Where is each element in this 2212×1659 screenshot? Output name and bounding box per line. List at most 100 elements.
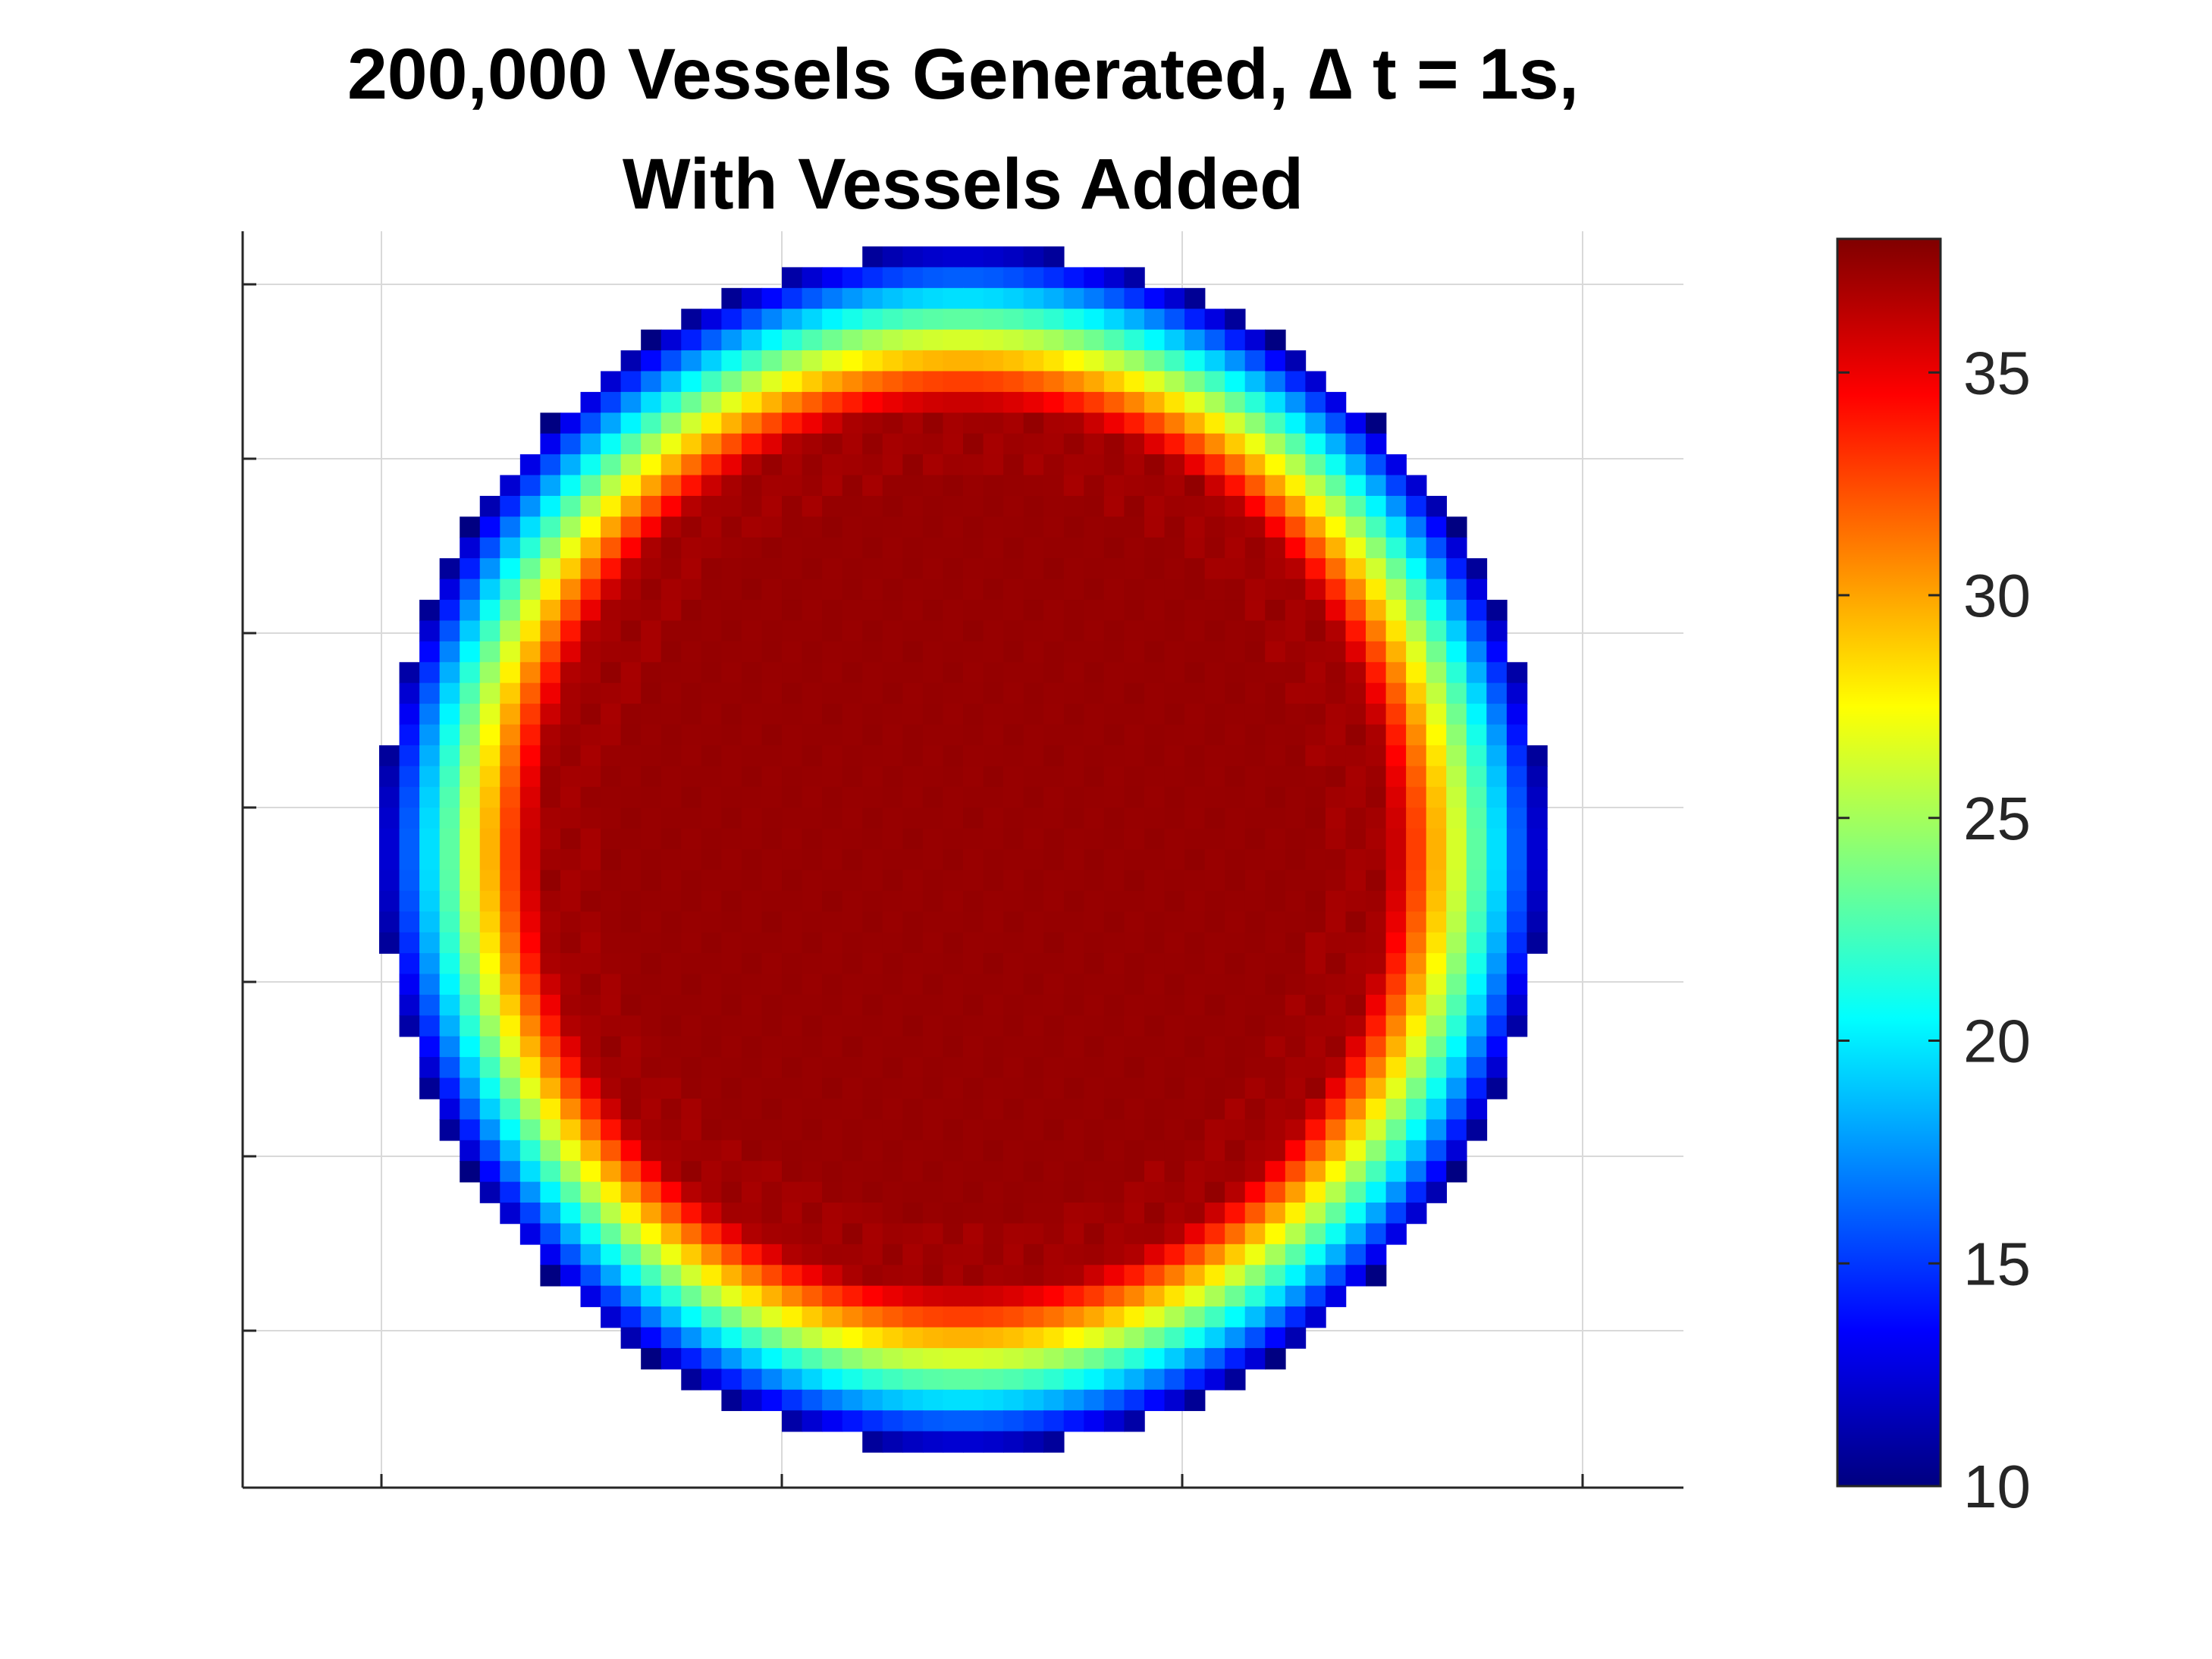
heatmap-cell bbox=[439, 766, 461, 788]
heatmap-cell bbox=[701, 704, 723, 726]
heatmap-cell bbox=[1204, 620, 1225, 642]
heatmap-cell bbox=[1063, 1119, 1085, 1141]
heatmap-cell bbox=[1063, 1347, 1085, 1370]
heatmap-cell bbox=[681, 1203, 702, 1225]
heatmap-cell bbox=[862, 1203, 883, 1225]
heatmap-cell bbox=[1124, 1369, 1145, 1391]
heatmap-cell bbox=[580, 1203, 601, 1225]
heatmap-cell bbox=[963, 309, 984, 331]
heatmap-cell bbox=[1426, 704, 1448, 726]
heatmap-cell bbox=[1244, 849, 1266, 871]
heatmap-cell bbox=[1225, 870, 1246, 892]
heatmap-cell bbox=[1285, 412, 1307, 434]
heatmap-cell bbox=[902, 890, 924, 913]
heatmap-cell bbox=[500, 558, 521, 580]
heatmap-cell bbox=[1285, 1119, 1307, 1141]
heatmap-cell bbox=[641, 1057, 662, 1079]
heatmap-cell bbox=[922, 412, 944, 434]
heatmap-cell bbox=[1244, 1265, 1266, 1287]
heatmap-cell bbox=[1103, 1243, 1125, 1266]
heatmap-cell bbox=[1003, 558, 1024, 580]
heatmap-cell bbox=[540, 974, 561, 996]
heatmap-cell bbox=[1063, 1161, 1085, 1183]
heatmap-cell bbox=[1043, 808, 1065, 830]
heatmap-cell bbox=[379, 890, 400, 913]
heatmap-cell bbox=[1003, 1098, 1024, 1121]
heatmap-cell bbox=[943, 1389, 964, 1411]
heatmap-cell bbox=[862, 911, 883, 933]
heatmap-cell bbox=[1366, 994, 1387, 1017]
heatmap-cell bbox=[1385, 766, 1407, 788]
heatmap-cell bbox=[701, 558, 723, 580]
heatmap-cell bbox=[1325, 537, 1347, 559]
heatmap-cell bbox=[580, 1036, 601, 1058]
heatmap-cell bbox=[882, 287, 904, 310]
heatmap-cell bbox=[1103, 516, 1125, 538]
heatmap-cell bbox=[902, 475, 924, 497]
heatmap-cell bbox=[761, 1077, 783, 1099]
heatmap-cell bbox=[500, 1140, 521, 1162]
heatmap-cell bbox=[1486, 600, 1508, 622]
heatmap-cell bbox=[862, 454, 883, 476]
heatmap-cell bbox=[1285, 786, 1307, 808]
heatmap-cell bbox=[963, 350, 984, 372]
heatmap-cell bbox=[963, 890, 984, 913]
heatmap-cell bbox=[560, 682, 582, 704]
heatmap-cell bbox=[1103, 911, 1125, 933]
heatmap-cell bbox=[1526, 745, 1548, 767]
heatmap-cell bbox=[943, 745, 964, 767]
heatmap-cell bbox=[701, 1098, 723, 1121]
heatmap-cell bbox=[641, 1306, 662, 1328]
heatmap-cell bbox=[1366, 766, 1387, 788]
heatmap-cell bbox=[1426, 620, 1448, 642]
heatmap-cell bbox=[963, 1265, 984, 1287]
heatmap-cell bbox=[1225, 620, 1246, 642]
heatmap-cell bbox=[1244, 745, 1266, 767]
heatmap-cell bbox=[943, 267, 964, 289]
heatmap-cell bbox=[842, 1265, 864, 1287]
heatmap-cell bbox=[1103, 828, 1125, 850]
heatmap-cell bbox=[862, 1369, 883, 1391]
heatmap-cell bbox=[1426, 911, 1448, 933]
heatmap-cell bbox=[701, 1265, 723, 1287]
heatmap-cell bbox=[1406, 600, 1427, 622]
heatmap-cell bbox=[660, 537, 682, 559]
heatmap-cell bbox=[1385, 579, 1407, 601]
heatmap-cell bbox=[741, 828, 763, 850]
heatmap-cell bbox=[1426, 932, 1448, 954]
heatmap-cell bbox=[802, 974, 823, 996]
heatmap-cell bbox=[701, 641, 723, 663]
heatmap-cell bbox=[902, 1285, 924, 1307]
heatmap-cell bbox=[540, 600, 561, 622]
heatmap-cell bbox=[1305, 641, 1326, 663]
heatmap-cell bbox=[862, 641, 883, 663]
heatmap-cell bbox=[882, 828, 904, 850]
heatmap-cell bbox=[1285, 516, 1307, 538]
heatmap-cell bbox=[1285, 1327, 1307, 1349]
heatmap-cell bbox=[721, 724, 742, 746]
heatmap-cell bbox=[963, 766, 984, 788]
heatmap-cell bbox=[1526, 766, 1548, 788]
heatmap-cell bbox=[1285, 911, 1307, 933]
heatmap-cell bbox=[560, 433, 582, 455]
heatmap-cell bbox=[701, 911, 723, 933]
heatmap-cell bbox=[1366, 1181, 1387, 1203]
heatmap-cell bbox=[943, 537, 964, 559]
heatmap-cell bbox=[601, 1265, 622, 1287]
heatmap-cell bbox=[1204, 766, 1225, 788]
heatmap-cell bbox=[1244, 1327, 1266, 1349]
heatmap-cell bbox=[1204, 1181, 1225, 1203]
heatmap-cell bbox=[1043, 1306, 1065, 1328]
heatmap-cell bbox=[681, 1140, 702, 1162]
heatmap-cell bbox=[601, 1098, 622, 1121]
heatmap-cell bbox=[439, 745, 461, 767]
heatmap-cell bbox=[943, 911, 964, 933]
heatmap-cell bbox=[1043, 309, 1065, 331]
heatmap-cell bbox=[580, 932, 601, 954]
heatmap-cell bbox=[1023, 329, 1045, 351]
heatmap-cell bbox=[761, 350, 783, 372]
heatmap-cell bbox=[761, 558, 783, 580]
heatmap-cell bbox=[399, 724, 420, 746]
heatmap-cell bbox=[620, 828, 642, 850]
heatmap-cell bbox=[681, 433, 702, 455]
